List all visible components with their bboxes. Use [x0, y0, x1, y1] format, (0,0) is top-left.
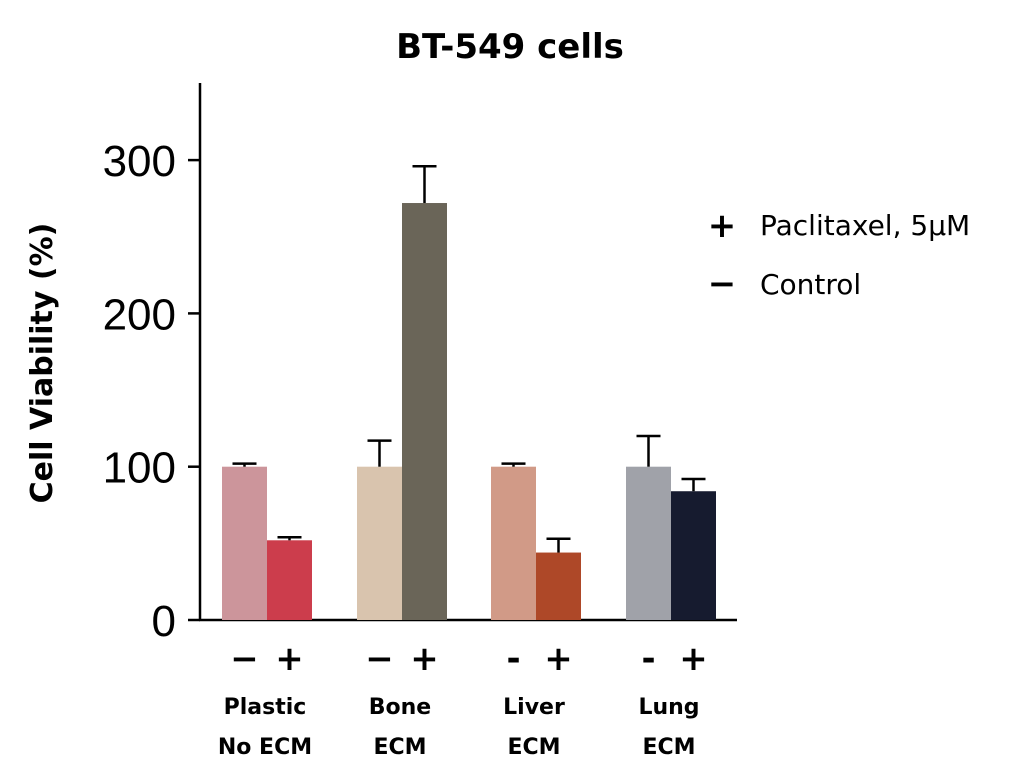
- category-label-line1: Lung: [638, 695, 699, 720]
- bar-paclitaxel: [671, 491, 716, 620]
- category-label-line1: Bone: [369, 695, 431, 720]
- legend-item-control: − Control: [708, 264, 861, 304]
- y-tick-label: 200: [103, 290, 176, 339]
- chart-title: BT-549 cells: [396, 27, 624, 67]
- bar-paclitaxel: [536, 552, 581, 620]
- plus-label: +: [275, 639, 304, 679]
- minus-label: -: [506, 639, 520, 679]
- legend-item-paclitaxel: + Paclitaxel, 5μM: [708, 206, 970, 246]
- category-label-line2: No ECM: [218, 735, 312, 760]
- category-label-line2: ECM: [642, 735, 695, 760]
- bar-paclitaxel: [267, 540, 312, 620]
- y-tick-label: 100: [103, 444, 176, 493]
- category-label-line1: Liver: [503, 695, 565, 720]
- legend-plus-symbol: +: [708, 206, 737, 246]
- bar-paclitaxel: [402, 203, 447, 621]
- y-axis-label: Cell Viability (%): [25, 223, 60, 504]
- plus-label: +: [410, 639, 439, 679]
- category-label-line1: Plastic: [224, 695, 307, 720]
- minus-label: −: [230, 639, 259, 679]
- minus-label: −: [365, 639, 394, 679]
- bar-control: [222, 466, 267, 620]
- plus-label: +: [544, 639, 573, 679]
- category-label-line2: ECM: [373, 735, 426, 760]
- legend: + Paclitaxel, 5μM − Control: [708, 206, 970, 304]
- legend-label-control: Control: [760, 268, 861, 301]
- bar-control: [357, 466, 402, 620]
- bar-control: [491, 466, 536, 620]
- category-label-line2: ECM: [507, 735, 560, 760]
- y-tick-label: 0: [152, 597, 176, 646]
- y-tick-label: 300: [103, 137, 176, 186]
- minus-label: -: [641, 639, 655, 679]
- legend-minus-symbol: −: [708, 264, 737, 304]
- plus-label: +: [679, 639, 708, 679]
- bar-control: [626, 466, 671, 620]
- legend-label-paclitaxel: Paclitaxel, 5μM: [760, 209, 970, 242]
